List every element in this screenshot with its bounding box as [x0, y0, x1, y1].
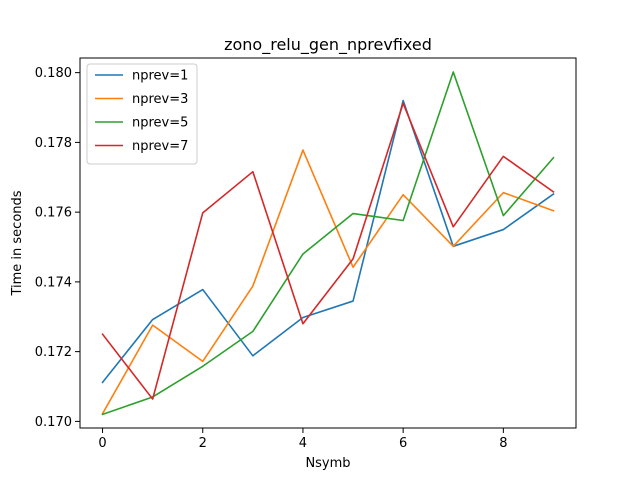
y-axis-label: Time in seconds — [10, 190, 25, 296]
series-line-nprev-5 — [101, 71, 555, 416]
legend-entry-label: nprev=7 — [132, 139, 188, 154]
x-tick-label: 8 — [499, 436, 507, 451]
x-tick-label: 4 — [299, 436, 307, 451]
x-tick-label: 2 — [199, 436, 207, 451]
x-axis-ticks: 0 2 4 6 8 — [98, 428, 507, 451]
legend-entry-label: nprev=3 — [132, 92, 188, 107]
series-group — [101, 71, 555, 416]
legend: nprev=1 nprev=3 nprev=5 nprev=7 — [86, 63, 198, 165]
series-line-nprev-7 — [101, 102, 555, 400]
y-tick-label: 0.178 — [35, 136, 72, 151]
axes-frame — [79, 57, 577, 429]
legend-box — [86, 63, 198, 165]
y-axis-ticks: 0.170 0.172 0.174 0.176 0.178 0.180 — [35, 66, 80, 430]
y-tick-label: 0.174 — [35, 275, 72, 290]
x-tick-label: 6 — [399, 436, 407, 451]
x-axis-label: Nsymb — [305, 456, 350, 471]
legend-entry-label: nprev=1 — [132, 69, 188, 84]
x-tick-label: 0 — [98, 436, 106, 451]
y-tick-label: 0.170 — [35, 415, 72, 430]
y-tick-label: 0.180 — [35, 66, 72, 81]
y-tick-label: 0.172 — [35, 345, 72, 360]
series-line-nprev-3 — [101, 149, 555, 415]
legend-entry-label: nprev=5 — [132, 116, 188, 131]
chart-title: zono_relu_gen_nprevfixed — [224, 35, 432, 55]
y-tick-label: 0.176 — [35, 206, 72, 221]
